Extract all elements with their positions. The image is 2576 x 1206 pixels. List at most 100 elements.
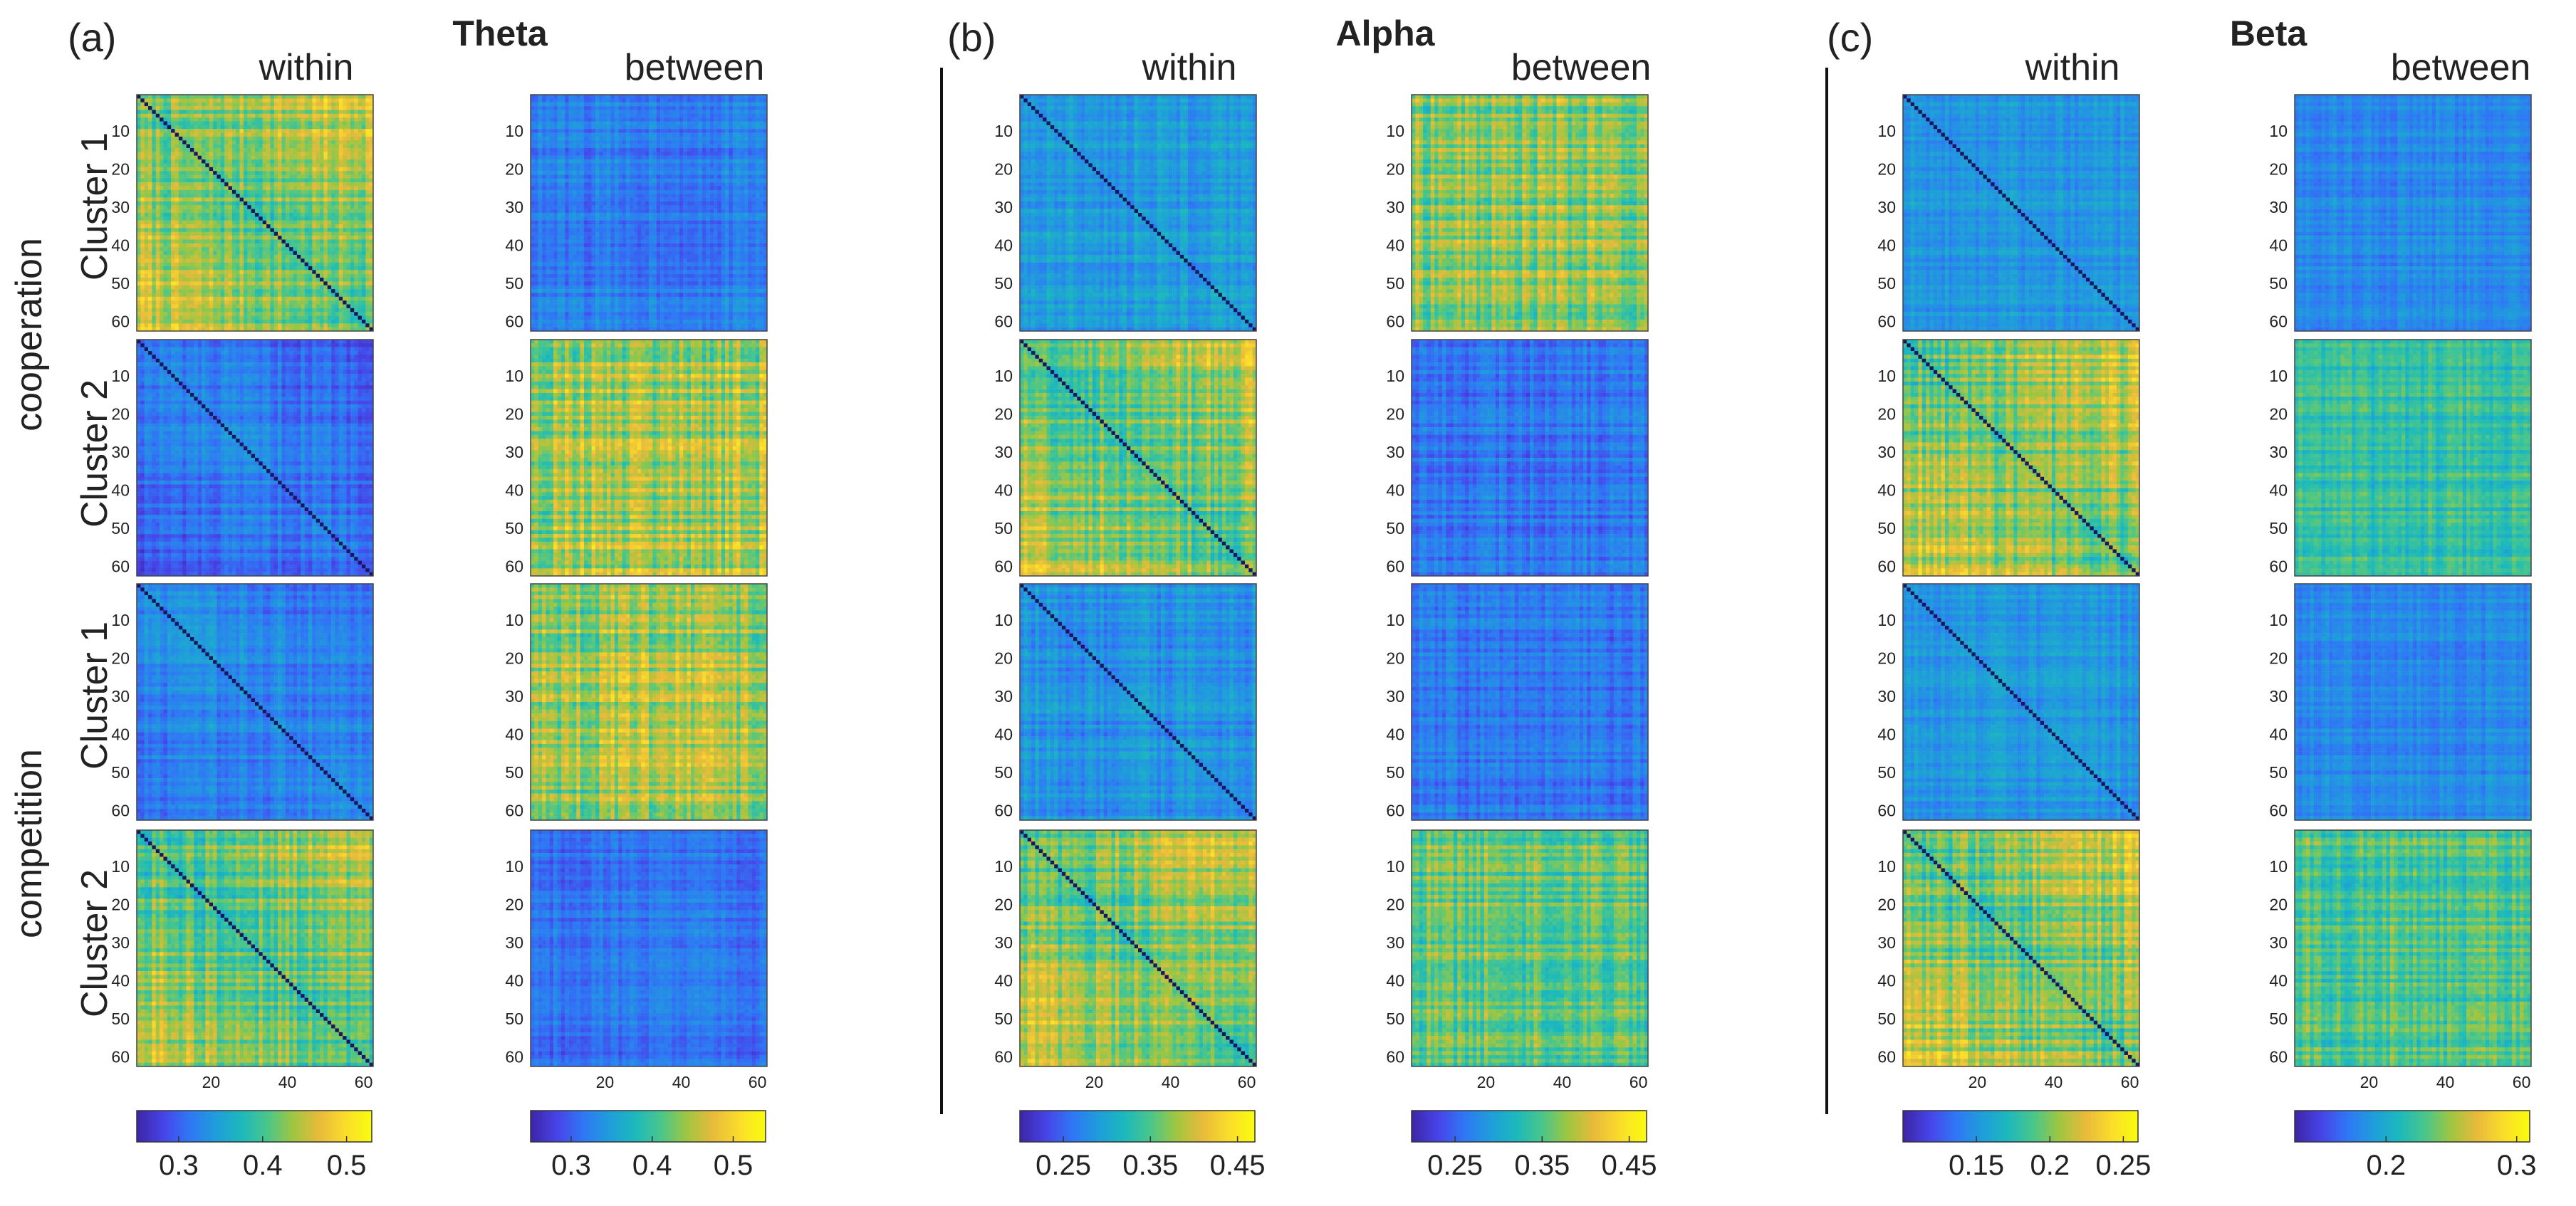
heatmap-cell: [182, 95, 187, 99]
heatmap-cell: [179, 114, 183, 118]
heatmap-cell: [347, 98, 351, 103]
heatmap-cell: [145, 114, 149, 118]
heatmap-cell: [194, 95, 198, 99]
heatmap-cell: [350, 98, 355, 103]
heatmap-cell: [163, 98, 167, 103]
heatmap-cell: [140, 106, 145, 110]
heatmap-cell: [270, 98, 274, 103]
heatmap-cell: [140, 103, 145, 107]
heatmap-cell: [232, 95, 236, 99]
heatmap-cell: [281, 106, 286, 110]
heatmap-cell: [240, 117, 244, 122]
heatmap-cell: [175, 106, 179, 110]
heatmap-cell: [171, 95, 175, 99]
heatmap-cell: [358, 95, 363, 99]
heatmap-cell: [301, 106, 305, 110]
heatmap-cell: [286, 95, 290, 99]
heatmap-cell: [316, 103, 320, 107]
heatmap-cell: [266, 98, 271, 103]
heatmap-cell: [259, 106, 263, 110]
heatmap-cell: [354, 98, 358, 103]
heatmap-cell: [240, 98, 244, 103]
heatmap-cell: [205, 103, 209, 107]
heatmap-cell: [163, 117, 167, 122]
heatmap-cell: [365, 114, 370, 118]
heatmap-cell: [308, 117, 313, 122]
heatmap-cell: [301, 103, 305, 107]
heatmap-cell: [187, 106, 191, 110]
heatmap-cell: [202, 103, 206, 107]
heatmap-cell: [281, 95, 286, 99]
heatmap-cell: [221, 114, 225, 118]
heatmap-cell: [229, 98, 233, 103]
column-title-beta-within: within: [2025, 47, 2120, 88]
heatmap-cell: [205, 110, 209, 114]
heatmap-cell: [316, 114, 320, 118]
heatmap-cell: [320, 110, 324, 114]
heatmap-cell: [266, 117, 271, 122]
heatmap-cell: [255, 98, 259, 103]
heatmap-cell: [259, 95, 263, 99]
heatmap-cell: [365, 117, 370, 122]
heatmap-cell: [266, 106, 271, 110]
heatmap-cell: [190, 98, 194, 103]
heatmap-cell: [343, 110, 347, 114]
heatmap-cell: [358, 103, 363, 107]
heatmap-cell: [240, 95, 244, 99]
heatmap-cell: [137, 103, 141, 107]
heatmap-cell: [217, 103, 221, 107]
heatmap-cell: [328, 103, 332, 107]
band-title-theta: Theta: [452, 14, 548, 53]
heatmap-cell: [320, 103, 324, 107]
heatmap-cell: [323, 114, 328, 118]
heatmap-cell: [335, 117, 339, 122]
heatmap-cell: [145, 121, 149, 125]
heatmap-cell: [247, 110, 251, 114]
heatmap-cell: [167, 110, 172, 114]
heatmap-cell: [274, 95, 278, 99]
heatmap-cell: [236, 98, 240, 103]
heatmap-cell: [289, 114, 293, 118]
heatmap-cell: [190, 103, 194, 107]
heatmap-cell: [148, 121, 152, 125]
heatmap-cell: [236, 103, 240, 107]
heatmap-cell: [278, 117, 282, 122]
heatmap-cell: [339, 98, 343, 103]
heatmap-cell: [244, 110, 248, 114]
heatmap-cell: [167, 98, 172, 103]
heatmap-cell: [240, 103, 244, 107]
heatmap-cell: [182, 98, 187, 103]
heatmap-cell: [293, 106, 298, 110]
heatmap-cell: [331, 95, 335, 99]
heatmap-cell: [152, 103, 156, 107]
heatmap-cell: [148, 106, 152, 110]
heatmap-cell: [240, 114, 244, 118]
heatmap-cell: [148, 98, 152, 103]
heatmap-cell: [163, 103, 167, 107]
row-group-label-cooperation: cooperation: [9, 238, 50, 431]
heatmap-cell: [171, 106, 175, 110]
heatmap-cell: [198, 117, 202, 122]
heatmap-cell: [281, 110, 286, 114]
heatmap-cell: [167, 103, 172, 107]
heatmap-cell: [187, 98, 191, 103]
heatmap-cell: [160, 103, 164, 107]
heatmap-cell: [145, 110, 149, 114]
heatmap-cell: [339, 106, 343, 110]
heatmap-cell: [316, 95, 320, 99]
heatmap-cell: [160, 95, 164, 99]
heatmap-cell: [266, 114, 271, 118]
heatmap-cell: [171, 103, 175, 107]
heatmap-cell: [365, 110, 370, 114]
row-group-label-competition: competition: [9, 749, 50, 938]
heatmap-cell: [281, 98, 286, 103]
heatmap-cell: [365, 98, 370, 103]
heatmap-cell: [224, 95, 229, 99]
heatmap-cell: [232, 117, 236, 122]
heatmap-cell: [198, 110, 202, 114]
heatmap-cell: [179, 95, 183, 99]
heatmap-cell: [335, 98, 339, 103]
heatmap-cell: [232, 103, 236, 107]
heatmap-cell: [221, 103, 225, 107]
heatmap-cell: [323, 95, 328, 99]
